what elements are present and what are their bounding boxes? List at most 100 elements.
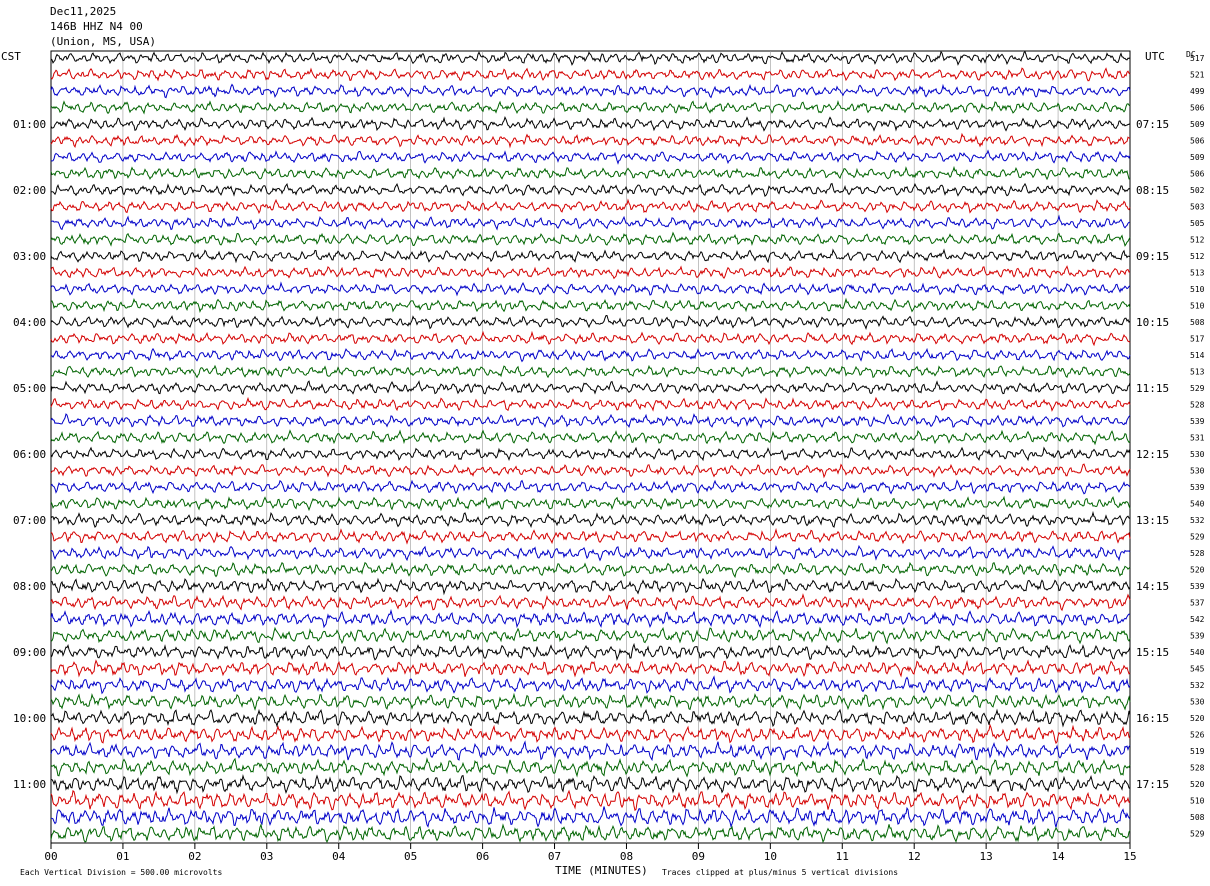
dc-offset-label: 521 bbox=[1190, 71, 1205, 80]
seismic-trace-22 bbox=[50, 396, 1131, 412]
seismic-trace-26 bbox=[50, 463, 1131, 479]
seismic-trace-39 bbox=[50, 675, 1131, 695]
dc-offset-label: 530 bbox=[1190, 450, 1205, 459]
seismic-trace-21 bbox=[50, 380, 1131, 396]
dc-offset-label: 505 bbox=[1190, 219, 1205, 228]
seismic-trace-42 bbox=[50, 723, 1131, 745]
x-tick-label: 06 bbox=[476, 850, 489, 863]
dc-offset-label: 540 bbox=[1190, 500, 1205, 509]
left-timezone-label: CST bbox=[1, 50, 21, 63]
x-tick-label: 01 bbox=[116, 850, 129, 863]
dc-offset-label: 532 bbox=[1190, 681, 1205, 690]
seismic-trace-12 bbox=[50, 231, 1131, 247]
dc-offset-label: 531 bbox=[1190, 434, 1205, 443]
right-hour-label: 14:15 bbox=[1136, 580, 1169, 593]
seismic-trace-47 bbox=[50, 806, 1131, 828]
seismic-trace-27 bbox=[50, 479, 1131, 495]
scale-note: Each Vertical Division = 500.00 microvol… bbox=[20, 868, 223, 877]
dc-offset-label: 509 bbox=[1190, 153, 1205, 162]
seismic-trace-38 bbox=[50, 659, 1131, 678]
seismic-trace-6 bbox=[50, 132, 1131, 149]
dc-offset-label: 510 bbox=[1190, 797, 1205, 806]
dc-offset-label: 532 bbox=[1190, 516, 1205, 525]
dc-offset-label: 510 bbox=[1190, 302, 1205, 311]
right-hour-label: 09:15 bbox=[1136, 250, 1169, 263]
seismic-trace-9 bbox=[50, 182, 1131, 197]
x-tick-label: 12 bbox=[908, 850, 921, 863]
dc-offset-label: 509 bbox=[1190, 120, 1205, 129]
dc-offset-label: 528 bbox=[1190, 549, 1205, 558]
seismic-trace-19 bbox=[50, 347, 1131, 363]
left-hour-label: 02:00 bbox=[13, 184, 46, 197]
seismic-trace-18 bbox=[50, 330, 1131, 347]
dc-offset-label: 529 bbox=[1190, 384, 1205, 393]
dc-offset-label: 529 bbox=[1190, 830, 1205, 839]
seismic-trace-41 bbox=[50, 708, 1131, 728]
dc-offset-label: 539 bbox=[1190, 632, 1205, 641]
seismic-trace-24 bbox=[50, 429, 1131, 446]
dc-label: DC bbox=[1186, 50, 1196, 59]
seismic-trace-35 bbox=[50, 608, 1131, 629]
seismic-trace-36 bbox=[50, 626, 1131, 645]
dc-offset-label: 513 bbox=[1190, 269, 1205, 278]
right-hour-label: 16:15 bbox=[1136, 712, 1169, 725]
dc-offset-label: 508 bbox=[1190, 813, 1205, 822]
dc-offset-label: 529 bbox=[1190, 533, 1205, 542]
dc-offset-label: 520 bbox=[1190, 566, 1205, 575]
left-hour-label: 08:00 bbox=[13, 580, 46, 593]
dc-offset-label: 530 bbox=[1190, 698, 1205, 707]
seismic-trace-17 bbox=[50, 314, 1131, 330]
seismic-trace-11 bbox=[50, 214, 1130, 232]
x-tick-label: 02 bbox=[188, 850, 201, 863]
dc-offset-label: 503 bbox=[1190, 203, 1205, 212]
dc-offset-label: 539 bbox=[1190, 483, 1205, 492]
x-axis-label: TIME (MINUTES) bbox=[555, 864, 648, 877]
dc-offset-label: 514 bbox=[1190, 351, 1205, 360]
left-hour-label: 11:00 bbox=[13, 778, 46, 791]
x-tick-label: 05 bbox=[404, 850, 417, 863]
left-hour-label: 04:00 bbox=[13, 316, 46, 329]
seismic-trace-43 bbox=[50, 740, 1131, 762]
clip-note: Traces clipped at plus/minus 5 vertical … bbox=[662, 868, 899, 877]
dc-offset-label: 512 bbox=[1190, 252, 1205, 261]
seismic-trace-33 bbox=[50, 577, 1131, 596]
x-tick-label: 03 bbox=[260, 850, 273, 863]
x-tick-label: 15 bbox=[1123, 850, 1136, 863]
dc-offset-label: 517 bbox=[1190, 54, 1205, 63]
dc-offset-label: 512 bbox=[1190, 236, 1205, 245]
x-tick-label: 04 bbox=[332, 850, 346, 863]
dc-offset-label: 502 bbox=[1190, 186, 1205, 195]
right-hour-label: 10:15 bbox=[1136, 316, 1169, 329]
seismic-trace-3 bbox=[50, 83, 1131, 99]
dc-offset-label: 530 bbox=[1190, 467, 1205, 476]
left-hour-label: 09:00 bbox=[13, 646, 46, 659]
left-hour-label: 05:00 bbox=[13, 382, 46, 395]
record-date: Dec11,2025 bbox=[50, 5, 117, 18]
dc-offset-label: 539 bbox=[1190, 417, 1205, 426]
dc-offset-label: 540 bbox=[1190, 648, 1205, 657]
seismic-trace-14 bbox=[50, 265, 1131, 280]
dc-offset-label: 520 bbox=[1190, 714, 1205, 723]
seismic-trace-32 bbox=[50, 561, 1131, 579]
seismic-trace-4 bbox=[50, 100, 1131, 115]
seismic-trace-44 bbox=[50, 757, 1131, 778]
seismic-trace-30 bbox=[50, 527, 1131, 545]
seismic-trace-15 bbox=[50, 281, 1131, 297]
seismic-trace-10 bbox=[50, 198, 1131, 214]
left-hour-label: 10:00 bbox=[13, 712, 46, 725]
dc-offset-label: 545 bbox=[1190, 665, 1205, 674]
station-location: (Union, MS, USA) bbox=[50, 35, 156, 48]
dc-offset-label: 499 bbox=[1190, 87, 1205, 96]
seismic-trace-13 bbox=[50, 248, 1131, 264]
dc-offset-label: 517 bbox=[1190, 335, 1205, 344]
seismic-trace-8 bbox=[50, 165, 1131, 181]
dc-offset-label: 520 bbox=[1190, 780, 1205, 789]
dc-offset-label: 506 bbox=[1190, 170, 1205, 179]
station-id: 146B HHZ N4 00 bbox=[50, 20, 143, 33]
right-hour-label: 11:15 bbox=[1136, 382, 1169, 395]
x-tick-label: 07 bbox=[548, 850, 561, 863]
left-hour-label: 03:00 bbox=[13, 250, 46, 263]
right-hour-label: 08:15 bbox=[1136, 184, 1169, 197]
right-hour-label: 17:15 bbox=[1136, 778, 1169, 791]
